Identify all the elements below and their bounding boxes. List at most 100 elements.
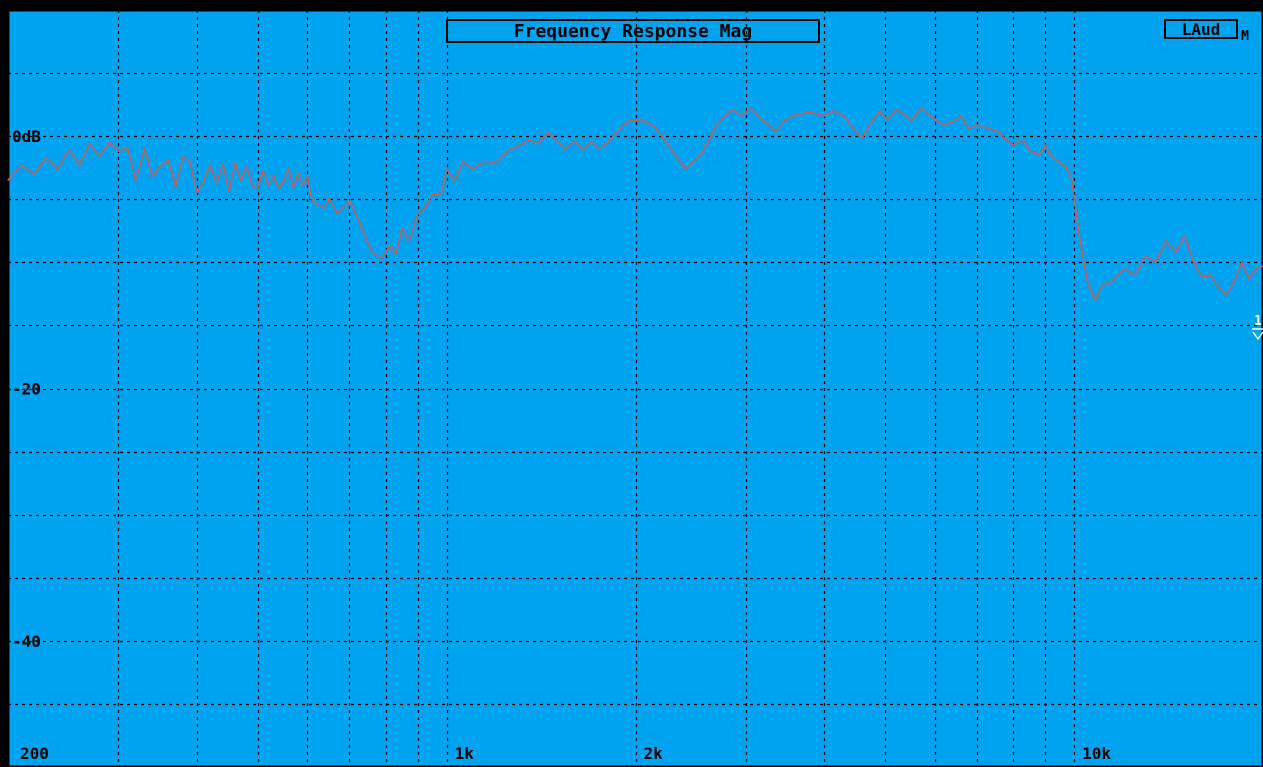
level-marker[interactable]: 1 bbox=[1252, 314, 1263, 341]
response-point bbox=[1165, 240, 1167, 242]
response-point bbox=[68, 149, 70, 151]
response-point bbox=[1201, 276, 1203, 279]
response-point bbox=[903, 112, 905, 115]
response-point bbox=[395, 252, 397, 255]
response-point bbox=[348, 199, 350, 202]
response-point bbox=[1094, 299, 1096, 301]
trace-layer bbox=[7, 107, 1263, 302]
response-point bbox=[401, 227, 403, 229]
response-point bbox=[1038, 154, 1040, 156]
response-point bbox=[628, 120, 630, 122]
response-point bbox=[423, 208, 425, 210]
response-point bbox=[240, 179, 242, 181]
response-point bbox=[565, 148, 567, 150]
response-point bbox=[1155, 261, 1157, 263]
response-point bbox=[267, 184, 269, 186]
response-point bbox=[273, 175, 275, 178]
response-point bbox=[1226, 294, 1228, 296]
response-point bbox=[454, 181, 456, 183]
channel-badge[interactable]: LAud M bbox=[1164, 19, 1249, 44]
response-point bbox=[302, 184, 304, 186]
response-point bbox=[328, 197, 330, 199]
x-tick-label: 1k bbox=[455, 744, 475, 763]
response-point bbox=[278, 187, 280, 189]
plot-frame bbox=[6, 8, 1263, 767]
response-point bbox=[598, 148, 600, 150]
response-point bbox=[99, 155, 101, 157]
response-point bbox=[311, 198, 313, 200]
response-point bbox=[960, 115, 962, 117]
response-point bbox=[246, 165, 248, 167]
chart-title-box: Frequency Response Mag bbox=[446, 19, 820, 43]
response-point bbox=[89, 143, 91, 145]
response-point bbox=[749, 107, 752, 109]
response-point bbox=[1078, 236, 1081, 238]
y-tick-label: 0dB bbox=[12, 127, 41, 146]
response-point bbox=[78, 164, 81, 166]
response-point bbox=[547, 131, 549, 133]
response-point bbox=[1248, 278, 1250, 280]
response-point bbox=[879, 110, 881, 112]
response-point bbox=[152, 175, 154, 178]
response-point bbox=[783, 120, 785, 122]
response-point bbox=[57, 168, 59, 170]
response-point bbox=[763, 120, 765, 122]
response-point bbox=[684, 168, 686, 170]
response-point bbox=[1174, 251, 1176, 253]
response-point bbox=[159, 165, 162, 167]
response-point bbox=[446, 168, 448, 170]
response-point bbox=[324, 207, 326, 209]
response-point bbox=[775, 130, 777, 132]
response-point bbox=[574, 140, 576, 142]
response-point bbox=[1044, 144, 1046, 146]
response-point bbox=[203, 181, 205, 183]
y-tick-label: -20 bbox=[12, 380, 41, 399]
response-point bbox=[613, 134, 615, 136]
response-point bbox=[371, 251, 373, 253]
response-point bbox=[222, 163, 224, 165]
response-point bbox=[1059, 162, 1061, 164]
response-point bbox=[927, 112, 929, 115]
response-point bbox=[381, 257, 383, 260]
response-point bbox=[1012, 144, 1014, 146]
response-point bbox=[910, 120, 912, 122]
response-point bbox=[895, 109, 897, 111]
response-point bbox=[1123, 268, 1125, 270]
response-point bbox=[340, 208, 343, 210]
response-point bbox=[1218, 287, 1220, 289]
response-point bbox=[167, 159, 169, 161]
response-point bbox=[117, 150, 120, 152]
response-point bbox=[315, 203, 317, 205]
level-marker-label: 1 bbox=[1254, 314, 1262, 329]
response-point bbox=[262, 169, 264, 171]
response-point bbox=[495, 162, 497, 164]
response-point bbox=[1145, 255, 1147, 257]
response-point bbox=[283, 181, 285, 183]
response-point bbox=[1065, 165, 1067, 167]
response-point bbox=[943, 124, 945, 126]
response-point bbox=[228, 191, 230, 193]
response-point bbox=[234, 162, 236, 164]
response-point bbox=[887, 119, 889, 121]
response-point bbox=[417, 213, 419, 215]
response-point bbox=[33, 173, 35, 175]
response-point bbox=[1005, 139, 1008, 141]
response-point bbox=[363, 234, 366, 236]
axis-labels: 0dB -20 -40 200 1k 2k 10k bbox=[12, 127, 1111, 763]
response-point bbox=[1086, 280, 1088, 282]
response-point bbox=[306, 175, 308, 178]
response-point bbox=[257, 187, 259, 189]
response-point bbox=[833, 110, 836, 112]
response-point bbox=[1111, 280, 1113, 282]
response-point bbox=[135, 179, 137, 181]
response-point bbox=[1022, 139, 1024, 141]
response-point bbox=[1210, 274, 1212, 276]
response-point bbox=[740, 115, 743, 117]
response-point bbox=[1101, 284, 1104, 286]
response-point bbox=[1134, 274, 1136, 276]
x-tick-label: 10k bbox=[1082, 744, 1111, 763]
response-point bbox=[356, 216, 358, 218]
response-point bbox=[1233, 280, 1235, 282]
response-point bbox=[968, 128, 970, 130]
response-point bbox=[731, 109, 733, 111]
